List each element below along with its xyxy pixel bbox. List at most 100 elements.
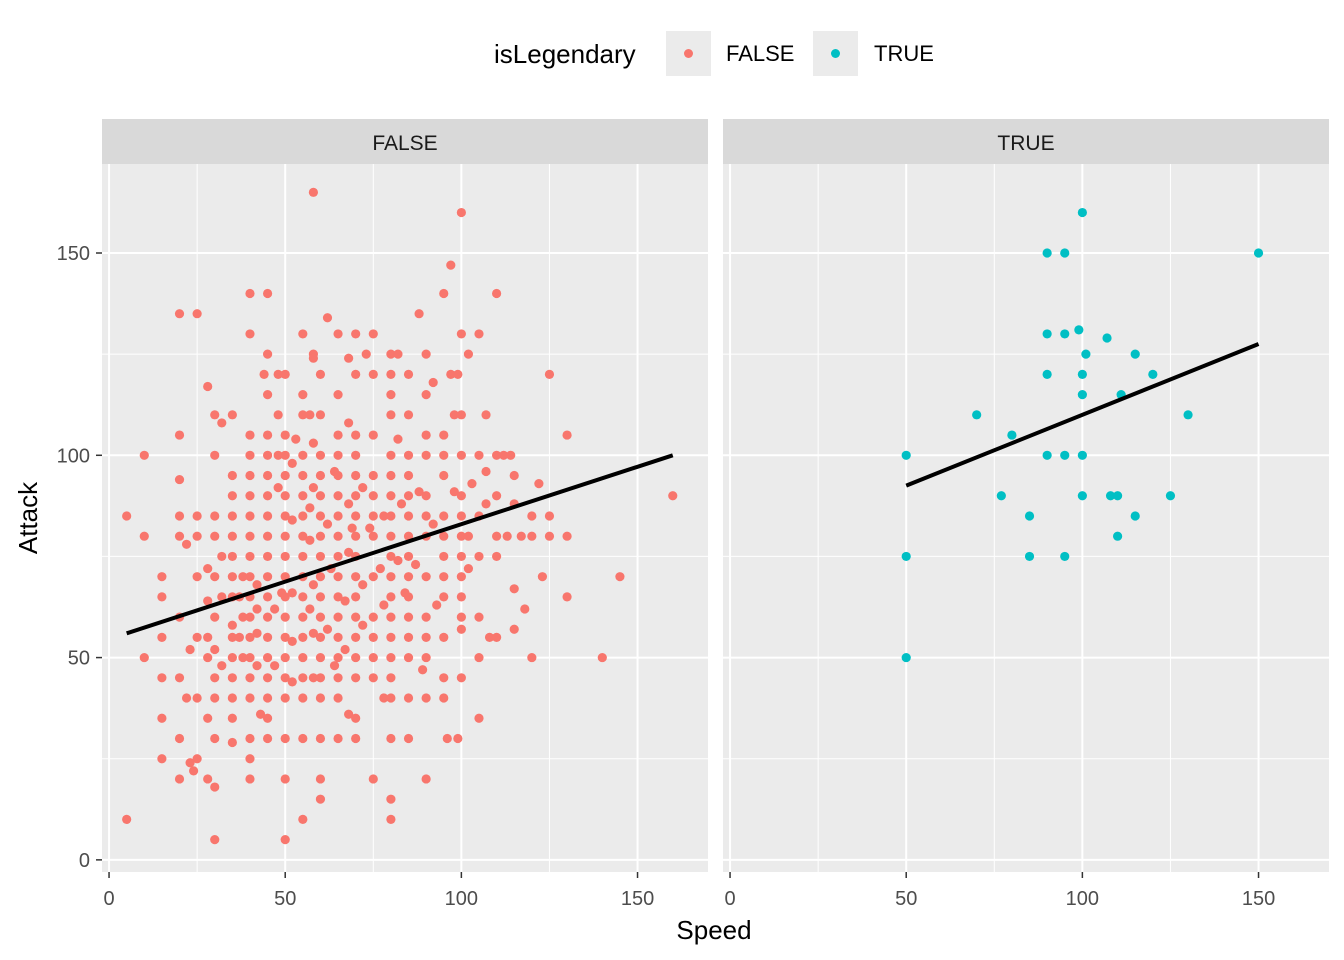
facet-strip-true xyxy=(723,119,1329,164)
data-point xyxy=(520,604,530,614)
data-point xyxy=(439,511,449,521)
data-point xyxy=(379,511,389,521)
data-point xyxy=(403,491,414,501)
data-point xyxy=(262,390,273,400)
data-point xyxy=(527,531,537,541)
data-point xyxy=(403,592,414,602)
data-point xyxy=(192,511,202,521)
data-point xyxy=(474,612,484,622)
data-point xyxy=(403,450,414,460)
data-point xyxy=(262,592,273,602)
data-point xyxy=(157,572,167,582)
data-point xyxy=(298,329,308,339)
data-point xyxy=(368,430,378,440)
data-point xyxy=(298,511,308,521)
data-point xyxy=(368,470,378,481)
data-point xyxy=(456,410,466,420)
data-point xyxy=(393,349,403,359)
data-point xyxy=(562,592,572,602)
data-point xyxy=(291,434,301,444)
data-point xyxy=(456,612,466,622)
data-point xyxy=(421,652,431,663)
data-point xyxy=(562,430,572,440)
data-point xyxy=(203,381,213,392)
data-point xyxy=(996,491,1006,501)
data-point xyxy=(439,592,449,602)
data-point xyxy=(1165,491,1176,501)
data-point xyxy=(344,547,354,557)
data-point xyxy=(210,450,220,460)
data-point xyxy=(1130,511,1140,521)
data-point xyxy=(509,584,519,594)
data-point xyxy=(1077,369,1087,379)
data-point xyxy=(403,551,414,562)
data-point xyxy=(262,430,273,440)
y-tick-label: 0 xyxy=(79,850,90,872)
data-point xyxy=(210,410,220,420)
data-point xyxy=(403,733,414,744)
data-point xyxy=(227,652,237,663)
data-point xyxy=(421,632,431,642)
data-point xyxy=(298,814,308,825)
data-point xyxy=(280,693,290,703)
data-point xyxy=(428,519,438,529)
data-point xyxy=(245,470,255,481)
data-point xyxy=(386,511,396,521)
data-point xyxy=(210,673,220,683)
data-point xyxy=(298,551,308,562)
data-point xyxy=(439,470,449,481)
data-point xyxy=(203,652,213,663)
data-point xyxy=(262,450,273,460)
data-point xyxy=(368,652,378,663)
data-point xyxy=(280,652,290,663)
data-point xyxy=(502,531,512,541)
data-point xyxy=(333,450,343,460)
data-point xyxy=(456,450,466,460)
data-point xyxy=(386,592,396,602)
data-point xyxy=(386,531,396,541)
data-point xyxy=(403,369,414,379)
data-point xyxy=(227,693,237,703)
data-point xyxy=(386,794,396,804)
data-point xyxy=(527,652,537,663)
data-point xyxy=(333,531,343,541)
data-point xyxy=(351,652,361,663)
data-point xyxy=(421,612,431,622)
data-point xyxy=(280,531,290,541)
data-point xyxy=(901,450,911,460)
data-point xyxy=(456,531,466,541)
data-point xyxy=(428,377,438,388)
data-point xyxy=(174,474,185,485)
data-point xyxy=(351,592,361,602)
data-point xyxy=(174,774,185,784)
points-true xyxy=(901,207,1264,663)
facet-strip-label-false: FALSE xyxy=(372,132,437,155)
data-point xyxy=(474,450,484,460)
data-point xyxy=(227,673,237,683)
data-point xyxy=(217,418,227,428)
data-point xyxy=(361,349,371,359)
data-point xyxy=(1074,325,1084,335)
data-point xyxy=(527,511,537,521)
data-point xyxy=(308,628,318,638)
data-point xyxy=(192,531,202,541)
data-point xyxy=(315,511,326,521)
data-point xyxy=(322,624,333,634)
data-point xyxy=(439,288,449,299)
data-point xyxy=(238,652,248,663)
data-point xyxy=(456,207,466,218)
legend-swatch-true xyxy=(831,49,840,58)
data-point xyxy=(386,673,396,683)
data-point xyxy=(456,511,466,521)
data-point xyxy=(139,531,149,541)
facet-strip-label-true: TRUE xyxy=(997,132,1054,155)
data-point xyxy=(280,491,290,501)
fit-line-false-group xyxy=(126,453,674,636)
data-point xyxy=(315,652,326,663)
data-point xyxy=(245,612,255,622)
data-point xyxy=(499,450,509,460)
data-point xyxy=(1060,450,1070,460)
data-point xyxy=(351,491,361,501)
data-point xyxy=(386,814,396,825)
